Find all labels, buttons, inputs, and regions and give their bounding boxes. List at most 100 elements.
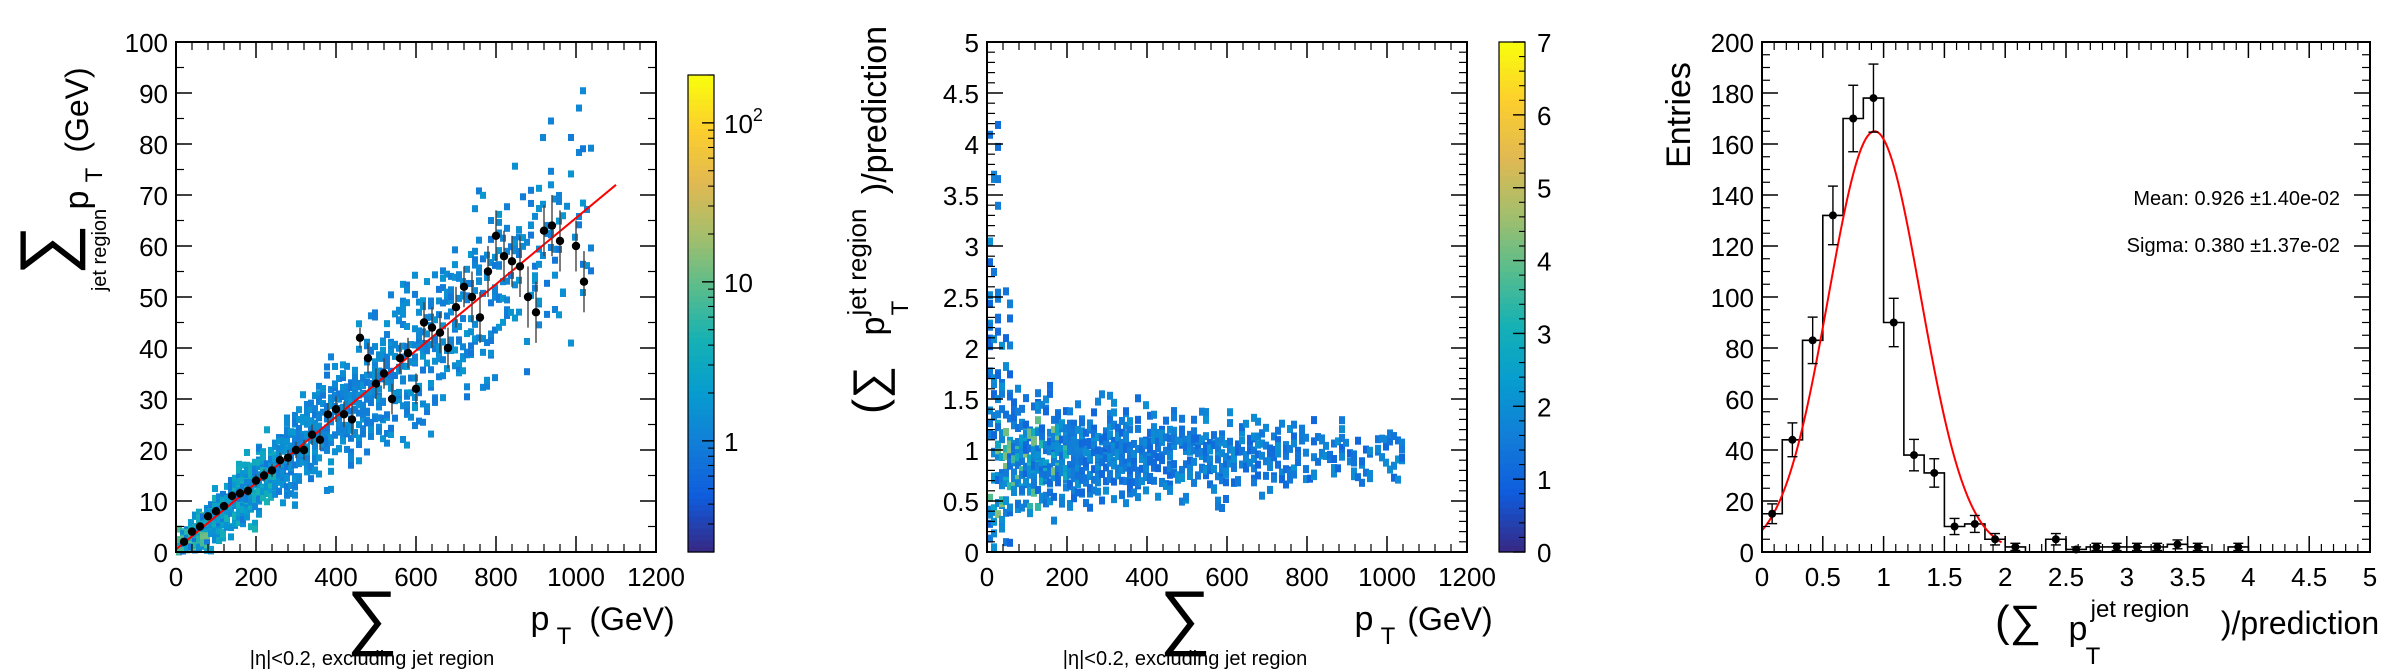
colorbar-segment	[1499, 513, 1525, 521]
colorbar-segment	[688, 414, 714, 422]
heatmap-cell	[328, 438, 334, 446]
heatmap-cell	[360, 430, 366, 438]
colorbar-segment	[688, 128, 714, 136]
heatmap-cell	[1235, 440, 1241, 449]
heatmap-cell	[1095, 454, 1101, 463]
heatmap-cell	[252, 462, 258, 470]
heatmap-cell	[480, 383, 486, 391]
heatmap-cell	[368, 371, 374, 379]
heatmap-cell	[464, 383, 470, 391]
heatmap-cell	[1063, 444, 1069, 453]
heatmap-cell	[1211, 441, 1217, 450]
heatmap-cell	[1127, 417, 1133, 426]
heatmap-cell	[1015, 474, 1021, 483]
heatmap-cell	[1183, 435, 1189, 444]
heatmap-cell	[1007, 414, 1013, 423]
heatmap-cell	[412, 422, 418, 430]
heatmap-cell	[576, 104, 582, 112]
heatmap-cell	[1299, 430, 1305, 439]
heatmap-cell	[1399, 438, 1405, 447]
heatmap-cell	[532, 277, 538, 285]
colorbar-segment	[688, 200, 714, 207]
heatmap-cell	[328, 458, 334, 466]
heatmap-cell	[1095, 433, 1101, 442]
heatmap-cell	[1299, 436, 1305, 445]
heatmap-cell	[1195, 440, 1201, 449]
data-point	[1991, 535, 2000, 544]
x-tick-label: 800	[474, 562, 517, 592]
heatmap-cell	[1339, 452, 1345, 461]
heatmap-cell	[420, 366, 426, 374]
colorbar-segment	[688, 474, 714, 482]
colorbar-segment	[688, 116, 714, 124]
colorbar-segment	[1499, 328, 1525, 336]
heatmap-cell	[1203, 454, 1209, 463]
colorbar-segment	[1499, 469, 1525, 477]
heatmap-cell	[248, 478, 254, 486]
heatmap-cell	[348, 384, 354, 392]
heatmap-cell	[364, 448, 370, 456]
x-tick-label: 3	[2120, 562, 2134, 592]
heatmap-cell	[336, 428, 342, 436]
y-tick-label: 180	[1711, 79, 1754, 109]
heatmap-cell	[572, 233, 578, 241]
heatmap-cell	[252, 458, 258, 466]
heatmap-cell	[372, 343, 378, 351]
heatmap-cell	[1255, 417, 1261, 426]
heatmap-cell	[1095, 487, 1101, 496]
heatmap-cell	[364, 419, 370, 427]
colorbar-segment	[688, 283, 714, 291]
x-axis-p-subscript: T	[2086, 643, 2101, 670]
heatmap-cell	[496, 218, 502, 226]
colorbar-segment	[688, 182, 714, 189]
heatmap-cell	[204, 537, 210, 545]
y-tick-label: 2	[965, 334, 979, 364]
colorbar-segment	[1499, 93, 1525, 100]
colorbar-segment	[1499, 354, 1525, 362]
heatmap-cell	[1063, 483, 1069, 492]
heatmap-cell	[288, 464, 294, 472]
heatmap-cell	[991, 449, 997, 458]
heatmap-cell	[336, 413, 342, 421]
heatmap-cell	[1159, 479, 1165, 488]
heatmap-cell	[444, 312, 450, 320]
heatmap-cell	[424, 359, 430, 367]
heatmap-cell	[384, 378, 390, 386]
heatmap-cell	[1031, 478, 1037, 487]
heatmap-cell	[1087, 470, 1093, 479]
heatmap-cell	[448, 292, 454, 300]
heatmap-cell	[552, 245, 558, 253]
heatmap-cell	[1095, 473, 1101, 482]
heatmap-cell	[340, 422, 346, 430]
colorbar-segment	[688, 426, 714, 434]
heatmap-cell	[264, 463, 270, 471]
heatmap-cell	[1127, 454, 1133, 463]
heatmap-cell	[1215, 502, 1221, 511]
heatmap-cell	[248, 498, 254, 506]
heatmap-cell	[424, 330, 430, 338]
heatmap-cell	[296, 416, 302, 424]
heatmap-cell	[240, 505, 246, 513]
colorbar-segment	[688, 408, 714, 416]
heatmap-cell	[1027, 509, 1033, 518]
heatmap-cell	[1075, 471, 1081, 480]
heatmap-cell	[360, 374, 366, 382]
heatmap-cell	[308, 463, 314, 471]
x-tick-label: 600	[1205, 562, 1248, 592]
heatmap-cell	[512, 162, 518, 170]
heatmap-cell	[1115, 452, 1121, 461]
heatmap-cell	[528, 199, 534, 207]
heatmap-cell	[556, 311, 562, 319]
heatmap-cell	[1243, 464, 1249, 473]
heatmap-cell	[464, 330, 470, 338]
data-point	[2051, 535, 2060, 544]
heatmap-cell	[412, 325, 418, 333]
heatmap-cell	[1227, 459, 1233, 468]
heatmap-cell	[524, 337, 530, 345]
heatmap-cell	[364, 378, 370, 386]
colorbar-segment	[1499, 99, 1525, 107]
heatmap-cell	[352, 429, 358, 437]
colorbar-segment	[1499, 61, 1525, 69]
heatmap-cell	[1083, 474, 1089, 483]
heatmap-cell	[440, 267, 446, 275]
